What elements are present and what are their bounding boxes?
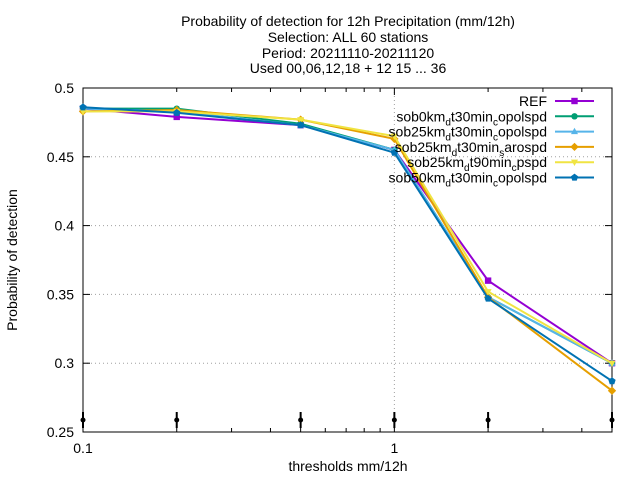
- legend-label: sob25kmdt90mincpspd: [407, 154, 547, 174]
- y-tick-label: 0.5: [55, 80, 75, 96]
- data-point: [79, 108, 87, 116]
- data-point: [484, 289, 492, 296]
- series-lines: [78, 103, 617, 395]
- legend-item: sob50kmdt30mincopolspd: [389, 170, 594, 190]
- title-line-2: Selection: ALL 60 stations: [268, 29, 429, 45]
- legend-label: sob0kmdt30mincopolspd: [396, 108, 547, 128]
- legend-label: sob50kmdt30mincopolspd: [389, 170, 547, 190]
- title-line-1: Probability of detection for 12h Precipi…: [181, 13, 515, 29]
- data-point: [297, 117, 305, 124]
- threshold-marker-dot: [609, 417, 615, 423]
- data-point: [608, 377, 616, 385]
- y-tick-label: 0.45: [47, 149, 74, 165]
- x-axis-label: thresholds mm/12h: [288, 458, 407, 474]
- legend-item: sob25kmdt90mincpspd: [407, 154, 594, 174]
- legend-swatch-marker: [570, 142, 579, 152]
- series-line: [82, 106, 613, 382]
- legend-label: sob25kmdt30minsarospd: [395, 139, 547, 159]
- y-tick-label: 0.25: [47, 424, 74, 440]
- legend-swatch-marker: [570, 173, 579, 181]
- y-tick-label: 0.3: [55, 355, 75, 371]
- legend-item: sob0kmdt30mincopolspd: [396, 108, 594, 128]
- chart-title: Probability of detection for 12h Precipi…: [181, 13, 515, 76]
- legend-swatch-marker: [570, 159, 579, 167]
- title-line-4: Used 00,06,12,18 + 12 15 ... 36: [250, 60, 447, 76]
- threshold-marker-dot: [80, 417, 86, 423]
- legend-item: REF: [519, 93, 594, 109]
- legend-label: sob25kmdt30mincopolspd: [389, 124, 547, 144]
- threshold-marker-dot: [391, 417, 397, 423]
- legend-item: sob25kmdt30mincopolspd: [389, 124, 594, 144]
- x-tick-label: 1: [390, 440, 398, 456]
- plot-frame: [82, 87, 613, 433]
- y-axis-label: Probability of detection: [4, 189, 20, 331]
- axis-ticks: 0.25 0.3 0.35 0.4 0.45 0.5 0.1 1: [47, 80, 615, 456]
- threshold-marker-dot: [174, 417, 180, 423]
- y-tick-label: 0.4: [55, 218, 75, 234]
- data-point: [484, 294, 492, 302]
- data-point: [173, 113, 180, 121]
- data-point: [607, 386, 617, 395]
- y-tick-label: 0.35: [47, 286, 74, 302]
- x-tick-label: 0.1: [73, 440, 93, 456]
- threshold-marker-dot: [298, 417, 304, 423]
- data-point: [173, 108, 181, 116]
- data-point: [390, 148, 399, 156]
- grid: [83, 88, 612, 432]
- data-point: [296, 121, 305, 129]
- legend-swatch-marker: [571, 113, 578, 120]
- data-point: [390, 133, 398, 140]
- legend-item: sob25kmdt30minsarospd: [395, 139, 594, 159]
- data-point: [608, 360, 616, 368]
- legend-swatch-marker: [570, 127, 579, 135]
- data-point: [79, 103, 87, 111]
- legend-label: REF: [519, 93, 547, 109]
- data-point: [484, 277, 492, 284]
- legend-swatch-marker: [571, 97, 578, 105]
- threshold-marker-dot: [485, 417, 491, 423]
- title-line-3: Period: 20211110-20211120: [262, 45, 435, 61]
- legend: REFsob0kmdt30mincopolspdsob25kmdt30minco…: [389, 93, 594, 190]
- series-6: [79, 103, 616, 385]
